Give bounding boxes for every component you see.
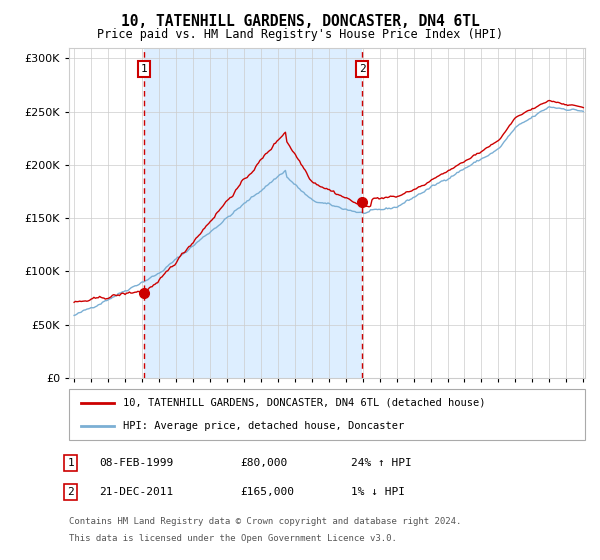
Text: 10, TATENHILL GARDENS, DONCASTER, DN4 6TL: 10, TATENHILL GARDENS, DONCASTER, DN4 6T…: [121, 14, 479, 29]
Bar: [143, 48, 362, 378]
Text: HPI: Average price, detached house, Doncaster: HPI: Average price, detached house, Donc…: [123, 421, 404, 431]
Text: 10, TATENHILL GARDENS, DONCASTER, DN4 6TL (detached house): 10, TATENHILL GARDENS, DONCASTER, DN4 6T…: [123, 398, 485, 408]
Text: 1: 1: [140, 64, 147, 74]
Text: 21-DEC-2011: 21-DEC-2011: [99, 487, 173, 497]
Text: 2: 2: [67, 487, 74, 497]
Text: 08-FEB-1999: 08-FEB-1999: [99, 458, 173, 468]
Text: 1% ↓ HPI: 1% ↓ HPI: [351, 487, 405, 497]
Text: This data is licensed under the Open Government Licence v3.0.: This data is licensed under the Open Gov…: [69, 534, 397, 543]
Text: £80,000: £80,000: [240, 458, 287, 468]
Text: 24% ↑ HPI: 24% ↑ HPI: [351, 458, 412, 468]
Text: 1: 1: [67, 458, 74, 468]
Text: 2: 2: [359, 64, 365, 74]
Text: £165,000: £165,000: [240, 487, 294, 497]
Text: Price paid vs. HM Land Registry's House Price Index (HPI): Price paid vs. HM Land Registry's House …: [97, 28, 503, 41]
Text: Contains HM Land Registry data © Crown copyright and database right 2024.: Contains HM Land Registry data © Crown c…: [69, 517, 461, 526]
